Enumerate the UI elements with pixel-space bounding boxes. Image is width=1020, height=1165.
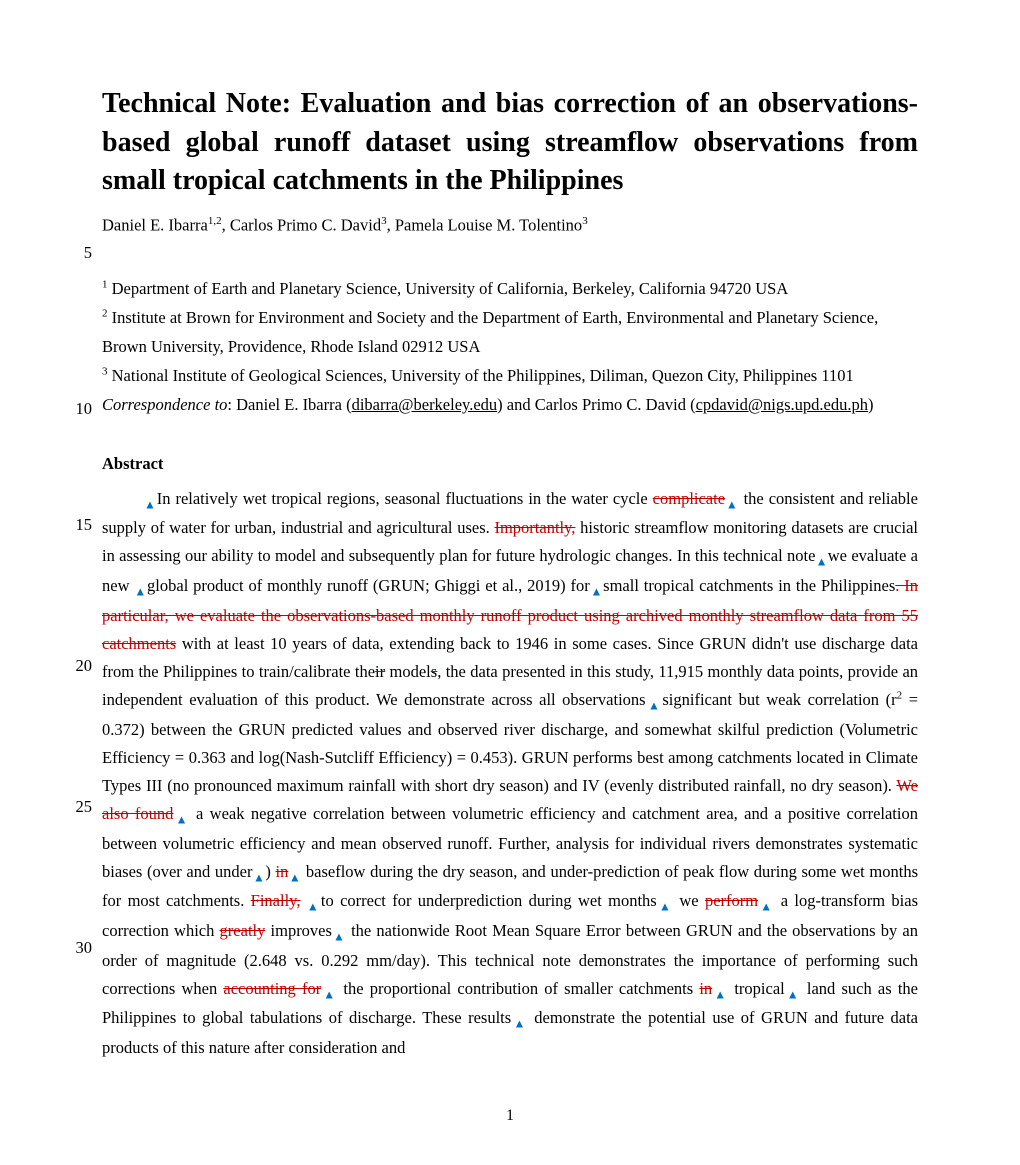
correspondence: Correspondence to: Daniel E. Ibarra (dib… [102,391,918,420]
page-number: 1 [0,1107,1020,1125]
affiliation: 2 Institute at Brown for Environment and… [102,304,918,362]
line-number: 25 [62,799,92,816]
affiliation: 3 National Institute of Geological Scien… [102,362,918,391]
affiliations: 1 Department of Earth and Planetary Scie… [102,275,918,391]
manuscript-page: 5 10 15 20 25 30 Technical Note: Evaluation a… [0,0,1020,1165]
affiliation: 1 Department of Earth and Planetary Scie… [102,275,918,304]
abstract-body: ▲In relatively wet tropical regions, sea… [102,485,918,1062]
paper-title: Technical Note: Evaluation and bias corr… [102,85,918,201]
abstract-heading: Abstract [102,454,918,474]
author-line: Daniel E. Ibarra1,2, Carlos Primo C. Dav… [102,215,918,236]
line-number: 15 [62,517,92,534]
line-number: 20 [62,658,92,675]
correspondence-body: : Daniel E. Ibarra (dibarra@berkeley.edu… [227,395,873,414]
correspondence-label: Correspondence to [102,395,227,414]
line-number: 30 [62,940,92,957]
line-number: 5 [62,245,92,262]
line-number: 10 [62,401,92,418]
